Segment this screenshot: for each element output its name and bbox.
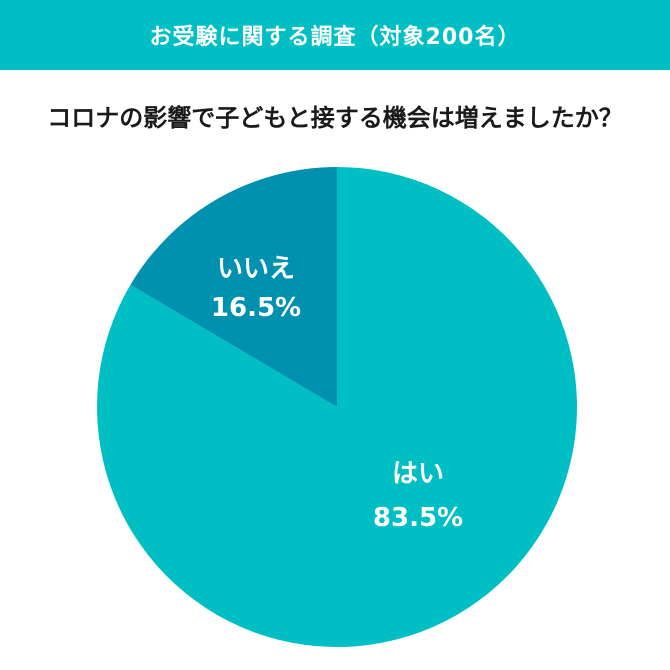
pie-slice-no — [130, 167, 337, 407]
question-text: コロナの影響で子どもと接する機会は増えましたか？ — [47, 104, 623, 132]
header-bar: お受験に関する調査（対象200名） — [0, 0, 670, 70]
slice-value-no: 16.5% — [211, 293, 301, 323]
slice-label-yes: はい — [392, 459, 444, 489]
slice-value-yes: 83.5% — [373, 503, 463, 533]
slice-label-no: いいえ — [217, 254, 295, 284]
survey-title: お受験に関する調査（対象200名） — [149, 25, 521, 50]
